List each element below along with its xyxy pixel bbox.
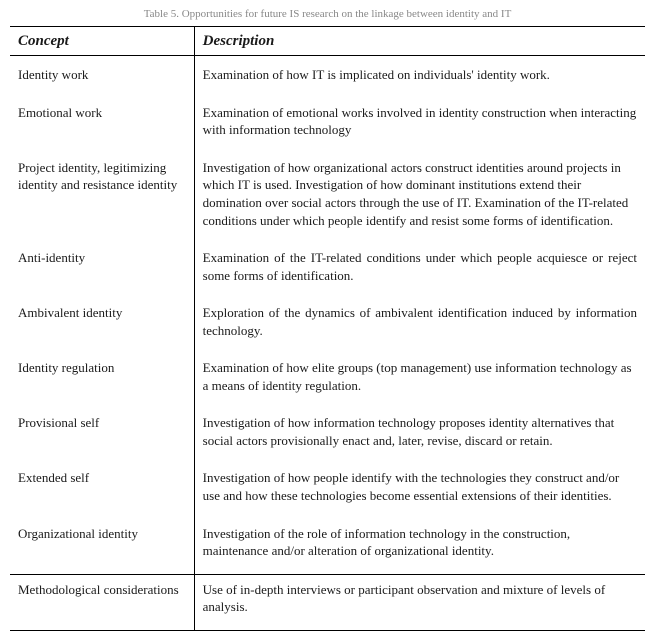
table-row: Methodological considerationsUse of in-d…	[10, 574, 645, 630]
description-cell: Investigation of how organizational acto…	[194, 153, 645, 243]
table-row: Project identity, legitimizing identity …	[10, 153, 645, 243]
col-header-concept: Concept	[10, 27, 194, 56]
table-row: Emotional workExamination of emotional w…	[10, 98, 645, 153]
table-row: Ambivalent identityExploration of the dy…	[10, 298, 645, 353]
table-caption: Table 5. Opportunities for future IS res…	[10, 8, 645, 20]
concept-cell: Identity regulation	[10, 353, 194, 408]
table-header-row: Concept Description	[10, 27, 645, 56]
concept-cell: Organizational identity	[10, 519, 194, 575]
concept-cell: Extended self	[10, 463, 194, 518]
col-header-description: Description	[194, 27, 645, 56]
table-row: Anti-identityExamination of the IT-relat…	[10, 243, 645, 298]
table-row: Identity regulationExamination of how el…	[10, 353, 645, 408]
table-row: Organizational identityInvestigation of …	[10, 519, 645, 575]
table-row: Extended selfInvestigation of how people…	[10, 463, 645, 518]
description-cell: Examination of how IT is implicated on i…	[194, 56, 645, 98]
description-cell: Examination of emotional works involved …	[194, 98, 645, 153]
concept-cell: Project identity, legitimizing identity …	[10, 153, 194, 243]
description-cell: Examination of the IT-related conditions…	[194, 243, 645, 298]
concept-cell: Provisional self	[10, 408, 194, 463]
description-cell: Exploration of the dynamics of ambivalen…	[194, 298, 645, 353]
description-cell: Investigation of how people identify wit…	[194, 463, 645, 518]
description-cell: Use of in-depth interviews or participan…	[194, 574, 645, 630]
table-row: Provisional selfInvestigation of how inf…	[10, 408, 645, 463]
concept-cell: Ambivalent identity	[10, 298, 194, 353]
description-cell: Investigation of how information technol…	[194, 408, 645, 463]
description-cell: Investigation of the role of information…	[194, 519, 645, 575]
table-row: Identity workExamination of how IT is im…	[10, 56, 645, 98]
description-cell: Examination of how elite groups (top man…	[194, 353, 645, 408]
concept-cell: Methodological considerations	[10, 574, 194, 630]
concept-cell: Emotional work	[10, 98, 194, 153]
concept-cell: Identity work	[10, 56, 194, 98]
concept-cell: Anti-identity	[10, 243, 194, 298]
opportunities-table: Concept Description Identity workExamina…	[10, 26, 645, 631]
